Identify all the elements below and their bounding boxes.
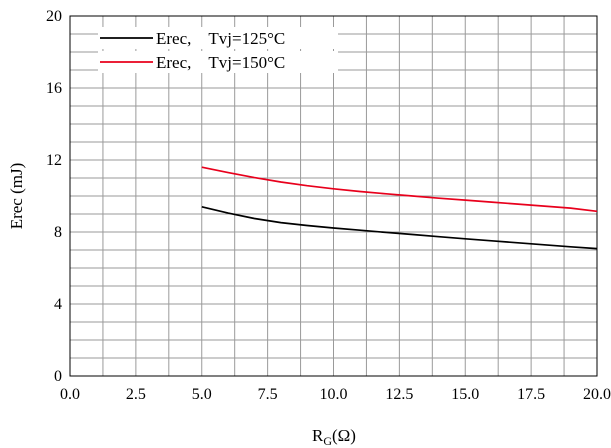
legend: Erec, Tvj=125°C Erec, Tvj=150°C bbox=[98, 27, 338, 73]
y-tick-label: 20 bbox=[46, 8, 62, 25]
y-tick-label: 0 bbox=[54, 368, 62, 385]
x-tick-label: 2.5 bbox=[126, 386, 146, 403]
x-tick-label: 15.0 bbox=[451, 386, 479, 403]
x-tick-label: 5.0 bbox=[192, 386, 212, 403]
x-tick-label: 17.5 bbox=[517, 386, 545, 403]
series-line-2 bbox=[201, 166, 598, 213]
y-tick-label: 8 bbox=[54, 224, 62, 241]
x-axis-label: RG(Ω) bbox=[312, 426, 356, 448]
y-tick-label: 12 bbox=[46, 152, 62, 169]
x-tick-label: 0.0 bbox=[60, 386, 80, 403]
x-axis-label-unit: (Ω) bbox=[332, 426, 356, 445]
legend-label-2: Erec, Tvj=150°C bbox=[156, 53, 285, 72]
y-axis-label: Erec (mJ) bbox=[7, 163, 26, 230]
x-tick-label: 7.5 bbox=[258, 386, 278, 403]
legend-background bbox=[98, 51, 338, 73]
x-tick-label: 12.5 bbox=[385, 386, 413, 403]
x-tick-label: 10.0 bbox=[320, 386, 348, 403]
x-axis-label-main: R bbox=[312, 426, 324, 445]
series-group bbox=[201, 166, 598, 250]
legend-background bbox=[98, 27, 338, 49]
y-tick-label: 4 bbox=[54, 296, 62, 313]
legend-label-1: Erec, Tvj=125°C bbox=[156, 29, 285, 48]
y-tick-label: 16 bbox=[46, 80, 62, 97]
x-tick-label: 20.0 bbox=[583, 386, 611, 403]
tick-labels: 0.0 2.5 5.0 7.5 10.0 12.5 15.0 17.5 20.0 0 4 8 12 16 2… bbox=[46, 8, 611, 403]
plot-frame bbox=[69, 15, 598, 377]
series-line-1 bbox=[201, 205, 598, 250]
x-axis-label-subscript: G bbox=[323, 434, 332, 448]
